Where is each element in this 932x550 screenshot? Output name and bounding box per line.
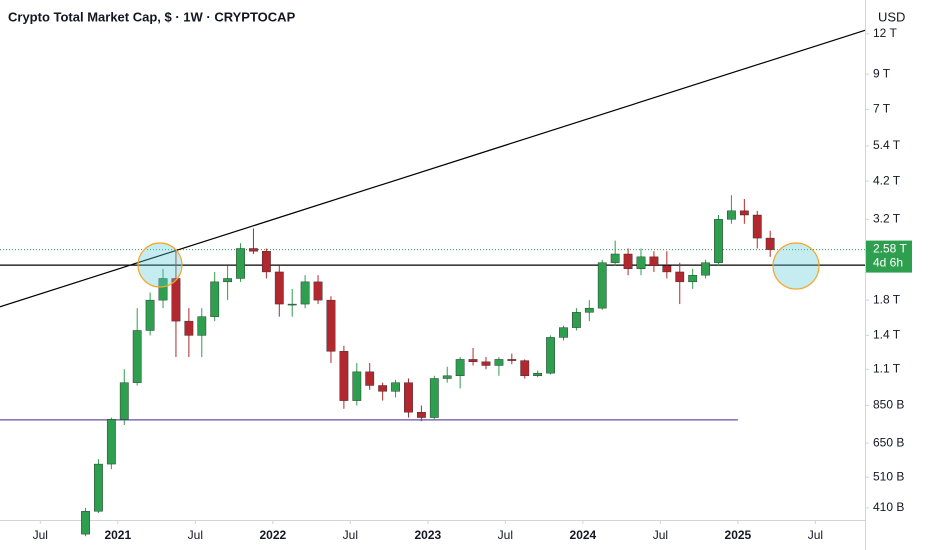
candle-body (416, 412, 426, 418)
candle-body (391, 382, 400, 392)
x-tick-label: Jul (33, 528, 48, 542)
y-tick-label: 4.2 T (873, 173, 901, 187)
candle-body (158, 278, 168, 301)
y-tick-label: 650 B (873, 435, 904, 449)
candle-body (727, 210, 736, 220)
candle-body (546, 337, 555, 374)
candle-body (365, 371, 375, 386)
trend-line (0, 29, 866, 308)
candle-body (339, 351, 349, 401)
currency-label[interactable]: USD (878, 9, 905, 24)
candle-body (145, 299, 155, 331)
x-tick-label: Jul (808, 528, 823, 542)
candle-body (442, 375, 452, 379)
x-tick-label: Jul (188, 528, 203, 542)
candle-body (507, 359, 517, 361)
candle-body (520, 360, 530, 377)
candle-body (688, 274, 698, 283)
candle-body (636, 256, 646, 269)
candle-body (714, 219, 723, 263)
currency-button[interactable] (867, 4, 929, 32)
candle-body (94, 463, 103, 512)
candle-body (533, 372, 543, 377)
last-price-box (866, 240, 912, 273)
y-tick-label: 5.4 T (873, 138, 901, 152)
y-tick-label: 1.1 T (873, 361, 901, 375)
candle-body (752, 214, 762, 239)
candle-body (261, 251, 271, 273)
candle-body (765, 237, 775, 250)
chart-title: Crypto Total Market Cap, $ · 1W · CRYPTO… (8, 9, 296, 24)
highlight-circle (772, 242, 820, 290)
candle-body (623, 253, 633, 269)
y-tick-label: 1.8 T (873, 292, 901, 306)
candle-body (223, 278, 233, 283)
candle-body (184, 320, 194, 336)
x-tick-label: Jul (498, 528, 513, 542)
candle-body (597, 262, 607, 309)
candle-body (572, 312, 581, 328)
x-tick-label: 2022 (259, 528, 286, 542)
x-tick-label: 2021 (104, 528, 131, 542)
candle-body (81, 511, 90, 535)
highlight-circle (137, 242, 183, 288)
y-tick-label: 510 B (873, 469, 904, 483)
y-tick-label: 1.4 T (873, 328, 901, 342)
candle-body (132, 330, 142, 383)
candle-body (274, 271, 284, 305)
last-price-label: 2.58 T (873, 242, 907, 256)
candle-body (171, 278, 181, 322)
candle-body (559, 327, 568, 338)
y-tick-label: 12 T (873, 26, 897, 40)
candle-body (404, 382, 413, 413)
y-tick-label: 7 T (873, 102, 891, 116)
x-tick-label: 2023 (414, 528, 441, 542)
candle-body (378, 385, 388, 392)
y-tick-label: 9 T (873, 66, 891, 80)
y-tick-label: 410 B (873, 500, 904, 514)
candle-body (313, 281, 323, 301)
candle-body (610, 253, 620, 263)
x-tick-label: Jul (653, 528, 668, 542)
x-tick-label: Jul (343, 528, 358, 542)
candle-body (326, 299, 336, 352)
candle-body (739, 210, 749, 216)
candle-body (197, 316, 207, 336)
y-tick-label: 850 B (873, 398, 904, 412)
candle-body (675, 271, 685, 283)
candle-body (429, 378, 439, 418)
candle-body (649, 256, 659, 266)
candle-body (106, 419, 116, 465)
candle-body (352, 371, 362, 401)
candle-body (236, 248, 245, 279)
x-tick-label: 2024 (570, 528, 597, 542)
candle-body (584, 307, 594, 313)
candle-body (119, 382, 129, 420)
x-tick-label: 2025 (725, 528, 752, 542)
candle-body (210, 281, 220, 317)
candle-body (287, 303, 297, 306)
candle-body (481, 361, 491, 366)
candle-body (455, 359, 465, 377)
candle-body (662, 265, 672, 273)
y-tick-label: 3.2 T (873, 212, 901, 226)
candle-body (300, 281, 310, 305)
countdown-label: 4d 6h (873, 256, 903, 270)
candle-body (468, 359, 478, 363)
candle-body (249, 248, 258, 252)
candle-body (494, 359, 504, 366)
candle-body (701, 262, 710, 276)
